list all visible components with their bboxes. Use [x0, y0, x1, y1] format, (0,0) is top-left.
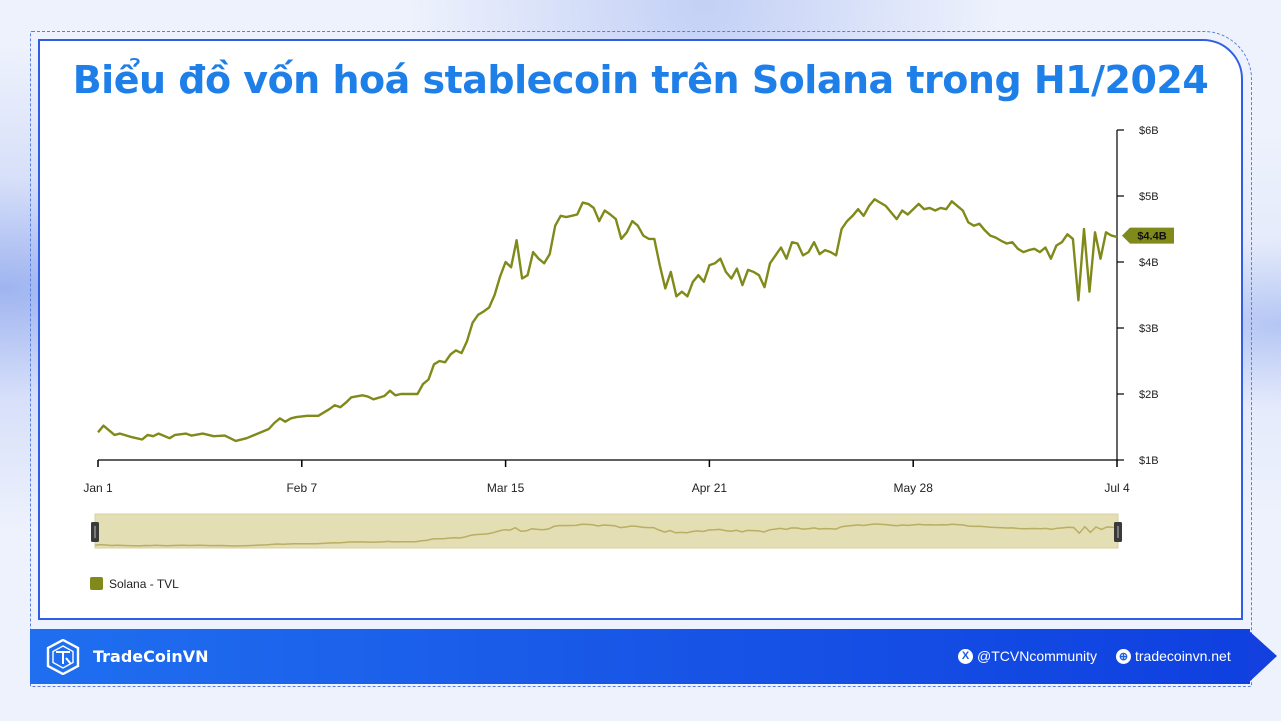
x-social-link[interactable]: X @TCVNcommunity	[958, 648, 1097, 664]
website-url: tradecoinvn.net	[1135, 648, 1231, 664]
legend-label: Solana - TVL	[109, 577, 179, 591]
y-tick-label: $6B	[1139, 125, 1159, 137]
globe-icon: ⊕	[1116, 648, 1131, 664]
series-line	[97, 198, 1118, 443]
page-title: Biểu đồ vốn hoá stablecoin trên Solana t…	[72, 58, 1209, 102]
x-handle: @TCVNcommunity	[977, 648, 1098, 664]
x-tick-label: May 28	[894, 481, 934, 495]
current-value-label: $4.4B	[1137, 231, 1166, 243]
x-tick-label: Jul 4	[1104, 481, 1130, 495]
x-tick-label: Feb 7	[286, 481, 317, 495]
website-link[interactable]: ⊕ tradecoinvn.net	[1116, 648, 1231, 664]
x-tick-label: Apr 21	[692, 481, 728, 495]
current-value-tag	[1122, 227, 1174, 244]
y-tick-label: $5B	[1139, 191, 1159, 203]
y-tick-label: $2B	[1139, 389, 1159, 401]
x-tick-label: Mar 15	[487, 481, 525, 495]
y-tick-label: $1B	[1139, 455, 1159, 467]
brand-name: TradeCoinVN	[93, 647, 209, 666]
y-tick-label: $4B	[1139, 257, 1159, 269]
x-tick-label: Jan 1	[83, 481, 113, 495]
tradecoinvn-logo-icon	[46, 639, 80, 675]
x-logo-icon: X	[958, 648, 973, 664]
legend-swatch	[90, 577, 103, 590]
navigator-series-line	[94, 523, 1119, 547]
range-navigator	[94, 513, 1119, 549]
decorative-dashed-frame	[30, 31, 1252, 687]
footer-bar	[30, 629, 1250, 684]
y-tick-label: $3B	[1139, 323, 1159, 335]
